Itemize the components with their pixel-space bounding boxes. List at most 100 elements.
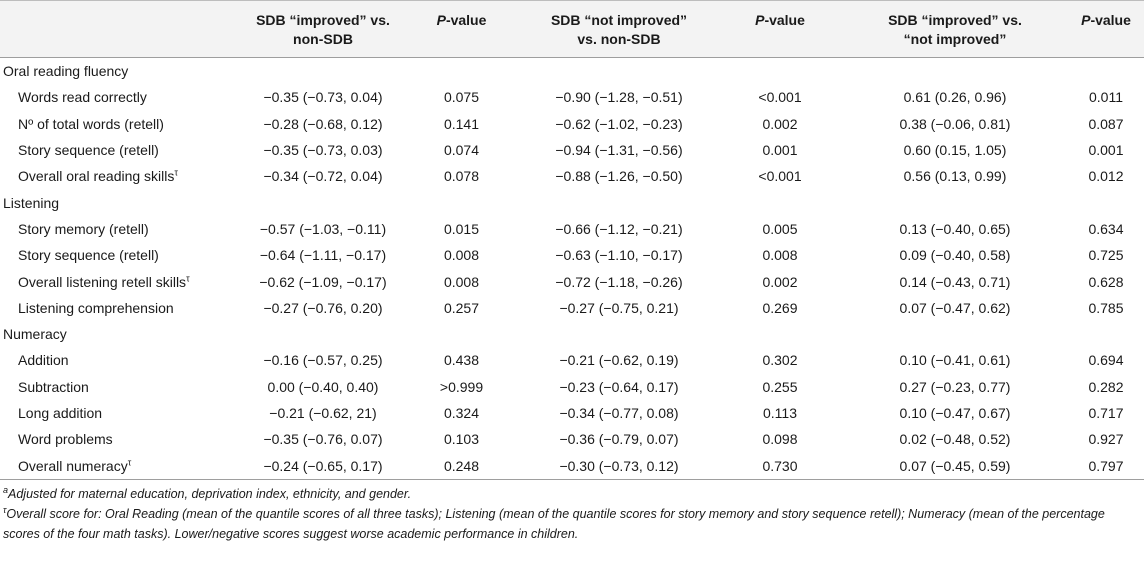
estimate-improved-vs-non-sdb: −0.16 (−0.57, 0.25) [263,352,383,369]
header-measure [0,0,243,58]
p-value-2: 0.008 [762,247,798,264]
table-footnotes: aAdjusted for maternal education, depriv… [0,480,1144,544]
row-label: Story sequence (retell) [0,137,243,163]
estimate-improved-vs-non-sdb: 0.00 (−0.40, 0.40) [267,378,379,395]
header-improved-vs-non-sdb: SDB “improved” vs. non-SDB [243,0,403,58]
estimate-not-improved-vs-non-sdb: −0.66 (−1.12, −0.21) [555,220,683,237]
footnote-tau-mark: τ [3,504,7,515]
header-improved-vs-not-improved: SDB “improved” vs. “not improved” [842,0,1068,58]
estimate-improved-vs-not-improved: 0.02 (−0.48, 0.52) [899,431,1011,448]
row-label: Listening comprehension [0,295,243,321]
estimate-improved-vs-not-improved: 0.07 (−0.45, 0.59) [842,452,1068,480]
estimate-improved-vs-not-improved: 0.38 (−0.06, 0.81) [899,115,1011,132]
section-title: Numeracy [3,326,67,343]
row-label: Story memory (retell) [0,216,243,242]
p-value-3: 0.694 [1088,352,1124,369]
estimate-not-improved-vs-non-sdb: −0.88 (−1.26, −0.50) [555,168,683,185]
p-value-2: <0.001 [758,168,802,185]
header-row: SDB “improved” vs. non-SDB P-value SDB “n… [0,0,1144,58]
p-value-3: 0.785 [1088,299,1124,316]
p-value-2: <0.001 [758,89,802,106]
estimate-not-improved-vs-non-sdb: −0.27 (−0.75, 0.21) [559,299,679,316]
p-value-1: 0.248 [403,452,520,480]
p-value-2: 0.730 [718,452,842,480]
p-value-2: 0.002 [762,115,798,132]
header-p-value-1: P-value [403,0,520,58]
results-table: SDB “improved” vs. non-SDB P-value SDB “n… [0,0,1144,480]
p-value-2: 0.302 [762,352,798,369]
p-value-3: 0.927 [1088,431,1124,448]
estimate-improved-vs-non-sdb: −0.35 (−0.73, 0.03) [263,142,383,159]
header-not-improved-vs-non-sdb: SDB “not improved” vs. non-SDB [520,0,718,58]
row-label-text: Overall oral reading skills [18,168,175,185]
table-row: Story sequence (retell) −0.35 (−0.73, 0.0… [0,137,1144,163]
row-label-text: Story sequence (retell) [18,247,159,264]
table-row: Addition −0.16 (−0.57, 0.25) 0.438 −0.21 (−… [0,347,1144,373]
estimate-improved-vs-not-improved: 0.60 (0.15, 1.05) [903,142,1007,159]
tau-footnote-mark: τ [186,272,190,283]
p-value-3: 0.087 [1088,115,1124,132]
p-value-2: 0.098 [762,431,798,448]
footnote-tau-text: Overall score for: Oral Reading (mean of… [3,506,1105,541]
table-row: Word problems −0.35 (−0.76, 0.07) 0.103 −0.… [0,426,1144,452]
estimate-not-improved-vs-non-sdb: −0.34 (−0.77, 0.08) [559,405,679,421]
p-value-3: 0.001 [1088,142,1124,159]
p-value-1: 0.008 [443,273,480,290]
row-label: Overall numeracyτ [0,452,243,480]
p-value-2: 0.269 [762,299,798,316]
footnote-a-text: Adjusted for maternal education, depriva… [8,486,412,501]
estimate-not-improved-vs-non-sdb: −0.94 (−1.31, −0.56) [555,142,683,159]
estimate-improved-vs-not-improved: 0.13 (−0.40, 0.65) [899,220,1011,237]
row-label-text: Overall listening retell skills [18,273,187,290]
row-label: Words read correctly [0,84,243,110]
footnote-a-mark: a [3,484,9,495]
estimate-improved-vs-not-improved: 0.07 (−0.47, 0.62) [899,299,1011,316]
row-label-text: Word problems [18,431,113,448]
table-body: Oral reading fluency Words read correctly… [0,58,1144,480]
p-value-1: 0.141 [443,115,480,132]
p-value-1: 0.078 [443,168,480,185]
p-value-1: 0.103 [443,431,480,448]
row-label-text: Long addition [18,405,103,421]
table-row: Story memory (retell) −0.57 (−1.03, −0.11… [0,216,1144,242]
estimate-improved-vs-not-improved: 0.56 (0.13, 0.99) [903,168,1007,185]
row-label: Overall oral reading skillsτ [0,163,243,189]
estimate-improved-vs-not-improved: 0.14 (−0.43, 0.71) [899,273,1011,290]
table-row: Overall oral reading skillsτ −0.34 (−0.72… [0,163,1144,189]
p-value-1: 0.015 [443,220,480,237]
p-value-3: 0.012 [1088,168,1124,185]
tau-footnote-mark: τ [127,456,132,467]
footnote-tau: τOverall score for: Oral Reading (mean o… [3,504,1144,544]
estimate-improved-vs-not-improved: 0.10 (−0.47, 0.67) [899,405,1011,421]
estimate-not-improved-vs-non-sdb: −0.63 (−1.10, −0.17) [555,247,683,264]
table-row: Overall numeracyτ −0.24 (−0.65, 0.17) 0.24… [0,452,1144,480]
estimate-not-improved-vs-non-sdb: −0.36 (−0.79, 0.07) [559,431,679,448]
row-label: Addition [0,347,243,373]
estimate-not-improved-vs-non-sdb: −0.30 (−0.73, 0.12) [520,452,718,480]
estimate-not-improved-vs-non-sdb: −0.90 (−1.28, −0.51) [555,89,683,106]
p-value-2: 0.113 [763,405,797,421]
p-value-1: 0.075 [443,89,480,106]
estimate-improved-vs-not-improved: 0.10 (−0.41, 0.61) [899,352,1011,369]
p-value-2: 0.005 [762,220,798,237]
row-label-text: Story sequence (retell) [18,142,159,159]
p-value-2: 0.255 [762,378,798,395]
section-row: Oral reading fluency [0,58,1144,85]
table-row: Listening comprehension −0.27 (−0.76, 0.2… [0,295,1144,321]
p-value-1: 0.074 [443,142,480,159]
p-value-3: 0.725 [1088,247,1124,264]
row-label: Subtraction [0,374,243,400]
p-value-3: 0.717 [1088,405,1124,421]
p-value-3: 0.628 [1088,273,1124,290]
header-p-value-3: P-value [1068,0,1144,58]
estimate-improved-vs-not-improved: 0.61 (0.26, 0.96) [903,89,1007,106]
tau-footnote-mark: τ [174,167,178,178]
section-row: Numeracy [0,321,1144,347]
p-value-1: 0.008 [443,247,480,264]
row-label: Nº of total words (retell) [0,111,243,137]
estimate-improved-vs-not-improved: 0.27 (−0.23, 0.77) [899,378,1011,395]
row-label-text: Subtraction [18,378,89,395]
estimate-improved-vs-non-sdb: −0.34 (−0.72, 0.04) [263,168,383,185]
section-title: Oral reading fluency [3,63,129,80]
